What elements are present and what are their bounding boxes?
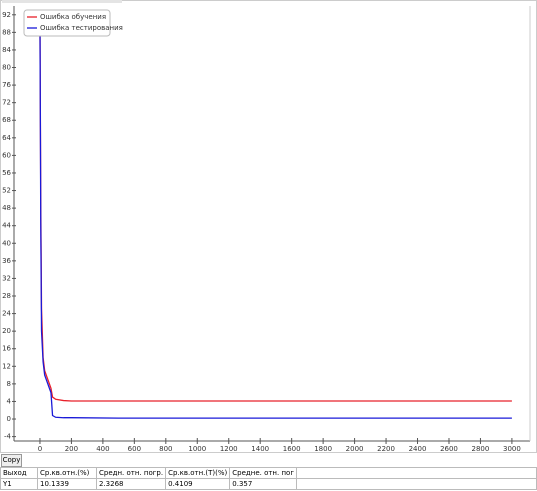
y-tick-label: 76 [2, 81, 11, 89]
y-tick-label: 64 [2, 134, 11, 142]
x-tick-label: 0 [38, 445, 42, 453]
y-tick-label: 4 [7, 397, 12, 405]
copy-button[interactable]: Copy [1, 454, 22, 467]
chart: -404812162024283236404448525660646872768… [0, 0, 537, 453]
data-row: Y1 10.1339 2.3268 0.4109 0.357 [0, 478, 537, 490]
legend-label: Ошибка обучения [40, 13, 106, 21]
cell: Ср.кв.отн.(Т)(%) [165, 467, 231, 479]
y-tick-label: 48 [2, 204, 11, 212]
x-tick-label: 2600 [440, 445, 458, 453]
y-tick-label: 52 [2, 187, 11, 195]
y-tick-label: 92 [2, 11, 11, 19]
y-tick-label: 80 [2, 64, 11, 72]
header-row: Выход Ср.кв.отн.(%) Средн. отн. погр. Ср.кв… [0, 467, 537, 479]
stats-table: Выход Ср.кв.отн.(%) Средн. отн. погр. Ср.кв… [0, 467, 537, 490]
y-tick-label: 44 [2, 222, 11, 230]
cell: Y1 [0, 478, 38, 490]
y-tick-label: 68 [2, 116, 11, 124]
y-tick-label: 56 [2, 169, 11, 177]
y-tick-label: 84 [2, 46, 11, 54]
filler [296, 478, 537, 490]
y-tick-label: 0 [7, 415, 11, 423]
x-tick-label: 1800 [314, 445, 332, 453]
x-tick-label: 3000 [503, 445, 521, 453]
cell: 0.357 [229, 478, 298, 490]
cell: 2.3268 [95, 478, 167, 490]
cell: Ср.кв.отн.(%) [37, 467, 97, 479]
y-tick-label: 72 [2, 99, 11, 107]
y-tick-label: 40 [2, 239, 11, 247]
cell: Выход [0, 467, 38, 479]
series-line [39, 14, 512, 419]
x-tick-label: 1000 [188, 445, 206, 453]
x-tick-label: 600 [128, 445, 141, 453]
legend-label: Ошибка тестирования [40, 24, 123, 32]
filler [296, 467, 537, 479]
tab-strip [2, 0, 122, 3]
x-tick-label: 1200 [220, 445, 238, 453]
x-tick-label: 2200 [377, 445, 395, 453]
x-tick-label: 2800 [472, 445, 490, 453]
chart-frame [0, 0, 537, 453]
cell: 0.4109 [165, 478, 231, 490]
x-tick-label: 2400 [409, 445, 427, 453]
y-tick-label: 32 [2, 274, 11, 282]
y-tick-label: 28 [2, 292, 11, 300]
cell: 10.1339 [37, 478, 97, 490]
x-tick-label: 800 [159, 445, 172, 453]
x-tick-label: 400 [96, 445, 109, 453]
cell: Средне. отн. пог [229, 467, 298, 479]
y-tick-label: 16 [2, 345, 11, 353]
x-tick-label: 1600 [283, 445, 301, 453]
y-tick-label: 88 [2, 28, 11, 36]
y-tick-label: 36 [2, 257, 11, 265]
cell: Средн. отн. погр. [95, 467, 167, 479]
x-tick-label: 2000 [346, 445, 364, 453]
y-tick-label: 20 [2, 327, 11, 335]
y-tick-label: 24 [2, 310, 11, 318]
y-tick-label: 8 [7, 380, 11, 388]
y-tick-label: -4 [4, 433, 12, 441]
y-tick-label: 12 [2, 362, 11, 370]
legend-box [23, 9, 111, 37]
y-tick-label: 60 [2, 151, 11, 159]
x-tick-label: 200 [65, 445, 78, 453]
x-tick-label: 1400 [251, 445, 269, 453]
